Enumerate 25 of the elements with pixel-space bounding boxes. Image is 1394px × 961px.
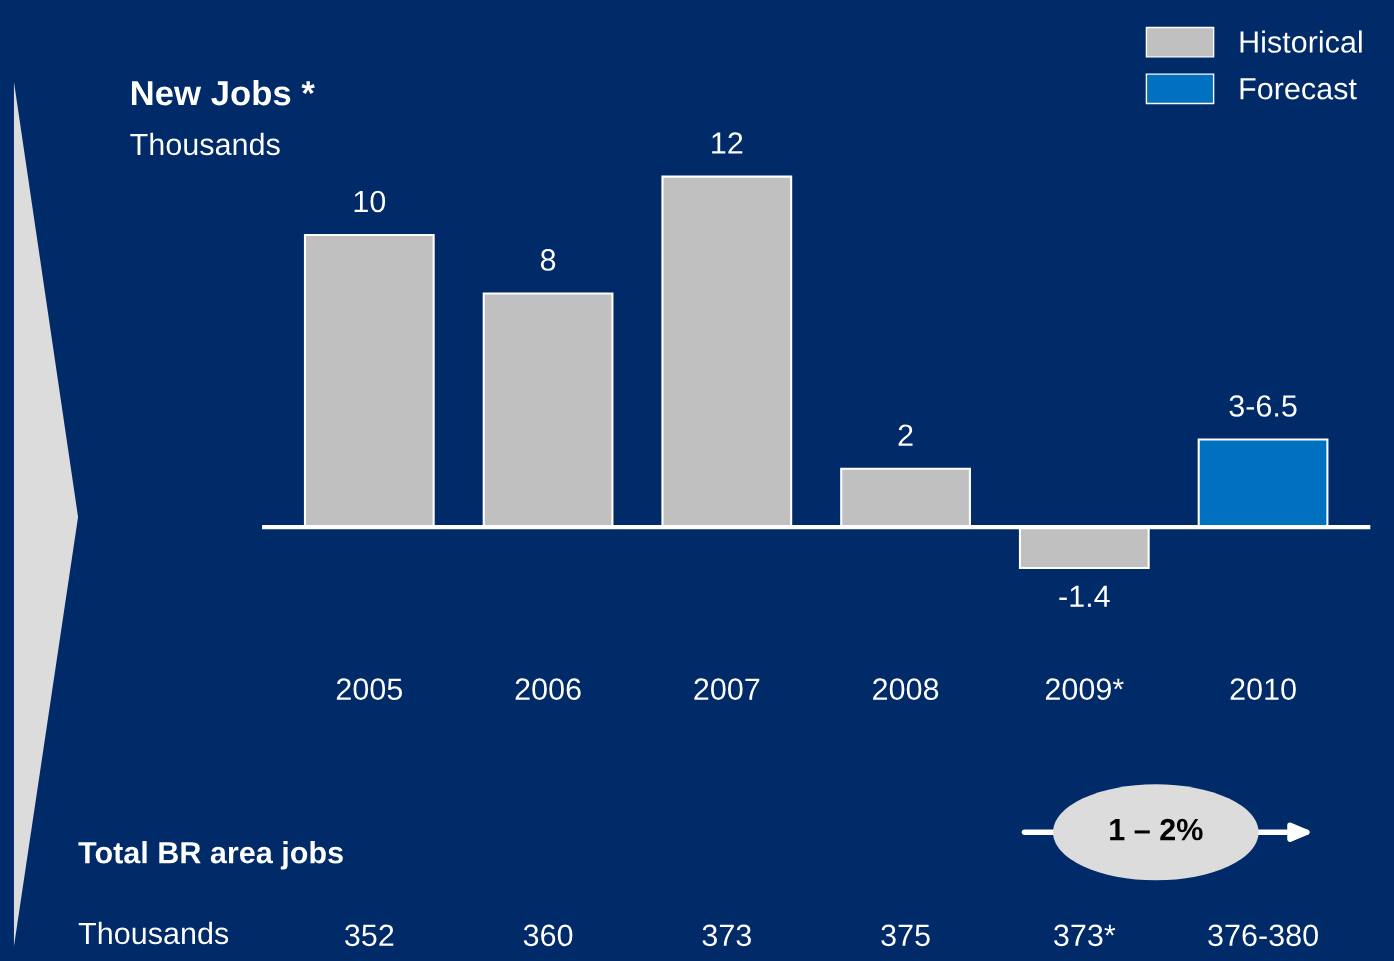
x-tick-label: 2008 xyxy=(873,678,939,700)
chart-title: New Jobs * xyxy=(131,79,315,106)
data-label: 3-6.5 xyxy=(1229,395,1297,417)
x-tick-label: 2005 xyxy=(336,678,403,700)
text: 360 xyxy=(523,924,573,947)
text: 1 – 2% xyxy=(1110,818,1203,841)
data-label: -1.4 xyxy=(1059,585,1110,607)
legend-label: Historical xyxy=(1240,30,1362,53)
text: 352 xyxy=(345,924,394,947)
text: 376-380 xyxy=(1208,924,1318,947)
chart-subtitle: Thousands xyxy=(130,132,280,156)
text: 373 xyxy=(702,924,751,947)
x-tick-label: 2009* xyxy=(1045,678,1124,700)
text: Thousands xyxy=(78,921,229,945)
text: Total BR area jobs xyxy=(78,841,343,870)
text: 375 xyxy=(881,924,930,947)
data-label: 8 xyxy=(540,249,556,271)
data-label: 2 xyxy=(898,424,913,446)
data-label: 12 xyxy=(712,132,743,154)
x-tick-label: 2006 xyxy=(515,678,581,700)
text: 373* xyxy=(1054,924,1116,947)
x-tick-label: 2010 xyxy=(1230,678,1296,700)
x-tick-label: 2007 xyxy=(694,678,760,700)
legend-label: Forecast xyxy=(1240,78,1357,100)
data-label: 10 xyxy=(354,190,386,213)
